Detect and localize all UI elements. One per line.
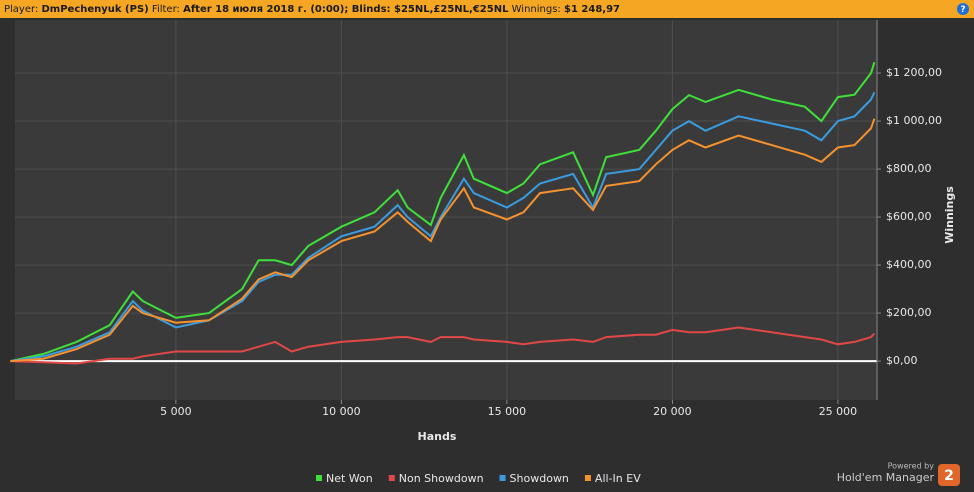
series-line xyxy=(10,326,876,365)
product-name: Hold'em Manager xyxy=(837,471,935,484)
powered-by: Powered by xyxy=(888,462,935,471)
series-line xyxy=(10,61,876,363)
legend-swatch xyxy=(316,475,322,481)
legend-label: All-In EV xyxy=(595,472,641,485)
player: DmPechenyuk (PS) xyxy=(42,4,149,15)
legend-swatch xyxy=(499,475,506,481)
help-button[interactable] xyxy=(957,3,969,15)
y-tick-label: $800,00 xyxy=(886,162,932,175)
y-tick-label: $0,00 xyxy=(886,354,918,367)
header-bar xyxy=(0,0,974,18)
y-tick-label: $600,00 xyxy=(886,210,932,223)
series-line xyxy=(10,91,876,363)
header-text: Player: DmPechenyuk (PS) Filter: After 1… xyxy=(4,4,620,15)
logo xyxy=(938,464,960,486)
y-tick-label: $1 000,00 xyxy=(886,114,942,127)
x-axis-title: Hands xyxy=(418,430,457,443)
y-tick-label: $200,00 xyxy=(886,306,932,319)
logo-number: 2 xyxy=(944,468,954,484)
legend-swatch xyxy=(584,475,591,481)
x-tick-label: 20 000 xyxy=(653,405,692,418)
x-tick-label: 10 000 xyxy=(322,405,361,418)
filter-label: Filter: xyxy=(152,4,180,15)
x-tick-label: 25 000 xyxy=(819,405,858,418)
legend-swatch xyxy=(388,475,395,481)
y-axis-title: Winnings xyxy=(943,186,956,244)
series-line xyxy=(10,118,876,363)
help-icon[interactable]: ? xyxy=(960,5,965,15)
legend: Net Won Non Showdown Showdown All-In EV xyxy=(316,472,641,485)
x-tick-label: 15 000 xyxy=(488,405,527,418)
filter: After 18 июля 2018 г. (0:00); Blinds: $2… xyxy=(183,4,509,15)
player-label: Player: xyxy=(4,4,38,15)
legend-label: Net Won xyxy=(326,472,373,485)
legend-label: Showdown xyxy=(510,472,569,485)
y-tick-label: $400,00 xyxy=(886,258,932,271)
x-tick-label: 5 000 xyxy=(160,405,192,418)
y-tick-label: $1 200,00 xyxy=(886,66,942,79)
legend-label: Non Showdown xyxy=(399,472,484,485)
winnings: $1 248,97 xyxy=(564,4,620,15)
winnings-label: Winnings: xyxy=(512,4,561,15)
